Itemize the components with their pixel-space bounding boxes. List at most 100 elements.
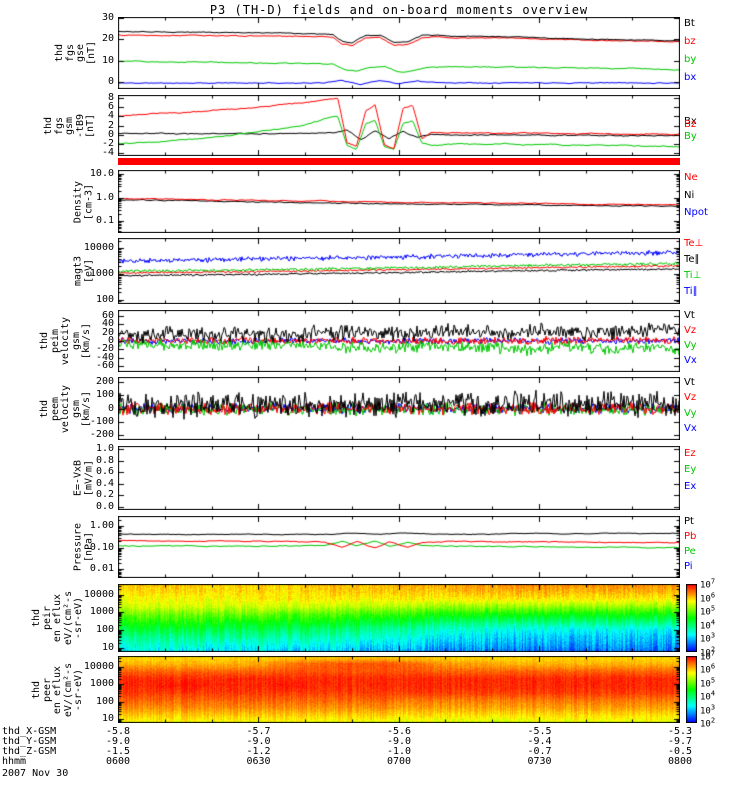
ytick-label-peim-velocity: 60	[101, 310, 114, 322]
ytick-label-peim-velocity: 40	[101, 318, 114, 330]
panel-density-plot	[118, 170, 680, 233]
ytick-label-fgs-gsm: -4	[101, 147, 114, 159]
panel-magt3-plot	[118, 238, 680, 304]
panel-peem-velocity-plot	[118, 377, 680, 440]
ytick-label-peir-spectrogram: 10000	[83, 588, 114, 600]
ytick-label-peim-velocity: 20	[101, 326, 114, 338]
panel-peem-velocity	[118, 377, 680, 440]
ytick-label-peir-spectrogram: 10	[101, 642, 114, 654]
xtick-hhmm: 0630	[246, 756, 271, 767]
panel-magt3	[118, 238, 680, 304]
xtick-hhmm: 0600	[105, 756, 131, 767]
panel-density-ylabel-text: Density [cm-3]	[72, 180, 95, 223]
series-label-bx: bx	[684, 72, 697, 84]
xtick-y_gsm: -9.4	[527, 736, 552, 747]
colorbar-label: 106	[700, 591, 716, 605]
ytick-label-density: 1.0	[95, 191, 114, 203]
series-label-Vz: Vz	[684, 325, 697, 337]
colorbar-label: 107	[700, 577, 716, 591]
series-label-Ti⊥: Ti⊥	[684, 270, 702, 281]
series-label-Npot: Npot	[684, 207, 708, 219]
colorbar-label: 107	[700, 649, 716, 663]
ytick-label-fgs-gsm: -2	[101, 137, 114, 149]
ytick-label-magt3: 1000	[89, 268, 114, 280]
panel-peem-velocity-ylabel-text: thd peem velocity gsm [km/s]	[38, 384, 92, 433]
xtick-y_gsm: -9.7	[667, 736, 693, 747]
series-label-Bx: Bx	[684, 115, 697, 127]
ytick-label-pressure: 0.10	[89, 541, 114, 553]
panel-fgs-gsm	[118, 95, 680, 156]
row-label-y_gsm: thd_Y-GSM	[2, 736, 57, 747]
xtick-x_gsm: -5.8	[105, 726, 131, 737]
xtick-z_gsm: -0.5	[667, 746, 693, 757]
ytick-label-density: 10.0	[89, 168, 114, 180]
ytick-label-peim-velocity: -40	[95, 351, 114, 363]
ytick-label-magt3: 100	[95, 293, 114, 305]
ytick-label-fgs-gse: 30	[101, 12, 114, 24]
xtick-y_gsm: -9.0	[386, 736, 412, 747]
ytick-label-peer-spectrogram: 10000	[83, 660, 114, 672]
xtick-z_gsm: -1.2	[246, 746, 271, 757]
ytick-label-e-vxb: 0.2	[95, 489, 114, 501]
colorbar-label: 106	[700, 662, 716, 676]
panel-peir-spectrogram-ylabel-text: thd peir en eflux eV/(cm²-s -sr-eV)	[30, 590, 84, 646]
series-label-Vy: Vy	[684, 407, 697, 419]
xtick-x_gsm: -5.6	[386, 726, 412, 737]
series-label-Vx: Vx	[684, 354, 697, 366]
series-label-bz: bz	[684, 36, 696, 48]
ytick-label-fgs-gsm: 6	[107, 101, 114, 112]
ytick-label-peir-spectrogram: 100	[95, 624, 114, 636]
ytick-label-fgs-gsm: 2	[107, 119, 114, 131]
ytick-label-peim-velocity: -20	[95, 343, 114, 355]
panel-fgs-gsm-plot	[118, 95, 680, 156]
xtick-x_gsm: -5.3	[667, 726, 693, 737]
xtick-hhmm: 0700	[386, 756, 412, 767]
ytick-label-pressure: 0.01	[89, 563, 114, 575]
colorbar-label: 104	[700, 689, 716, 703]
series-label-Ne: Ne	[684, 172, 698, 184]
xtick-hhmm: 0800	[667, 756, 693, 767]
ytick-label-peir-spectrogram: 1000	[89, 606, 114, 618]
panel-pressure	[118, 516, 680, 578]
ytick-label-fgs-gsm: 8	[107, 91, 114, 103]
series-label-Bz: Bz	[684, 119, 697, 130]
ytick-label-fgs-gsm: 4	[107, 110, 114, 122]
ytick-label-fgs-gse: 10	[101, 54, 114, 66]
series-label-Ey: Ey	[684, 464, 697, 476]
xtick-x_gsm: -5.7	[246, 726, 271, 737]
panel-fgs-gse	[118, 17, 680, 89]
series-label-Ti∥: Ti∥	[684, 285, 698, 297]
panel-magt3-ylabel-text: magt3 [eV]	[72, 255, 95, 287]
series-label-Vz: Vz	[684, 392, 697, 404]
panel-e-vxb-plot	[118, 446, 680, 510]
row-label-z_gsm: thd_Z-GSM	[2, 746, 57, 757]
ytick-label-density: 0.1	[95, 215, 114, 227]
panel-peir-spectrogram-plot	[118, 584, 680, 652]
xtick-x_gsm: -5.5	[527, 726, 552, 737]
colorbar-label: 104	[700, 618, 716, 632]
ytick-label-peer-spectrogram: 1000	[89, 678, 114, 690]
xtick-y_gsm: -9.0	[105, 736, 131, 747]
ytick-label-peem-velocity: -200	[89, 428, 114, 440]
series-label-Pe: Pe	[684, 546, 696, 557]
panel-pressure-ylabel-text: Pressure [nPa]	[72, 522, 95, 572]
colorbar-peer-spectrogram	[686, 656, 697, 723]
series-label-Ex: Ex	[684, 480, 697, 492]
colorbar-label: 103	[700, 631, 716, 645]
xtick-z_gsm: -1.0	[386, 746, 412, 757]
colorbar-label: 102	[700, 645, 716, 659]
ytick-label-e-vxb: 0.6	[95, 466, 114, 478]
panel-fgs-gse-ylabel-text: thd fgs gse [nT]	[54, 40, 97, 66]
ytick-label-peer-spectrogram: 10	[101, 713, 114, 725]
colorbar-label: 102	[700, 716, 716, 730]
flag-bar	[118, 158, 680, 165]
ytick-label-peim-velocity: -60	[95, 359, 114, 371]
ytick-label-e-vxb: 1.0	[95, 442, 114, 454]
series-label-By: By	[684, 130, 697, 142]
ytick-label-fgs-gse: 20	[101, 33, 114, 45]
ytick-label-e-vxb: 0.0	[95, 501, 114, 513]
ytick-label-peem-velocity: 200	[95, 376, 114, 388]
ytick-label-pressure: 1.00	[89, 520, 114, 532]
series-label-Pt: Pt	[684, 516, 694, 528]
